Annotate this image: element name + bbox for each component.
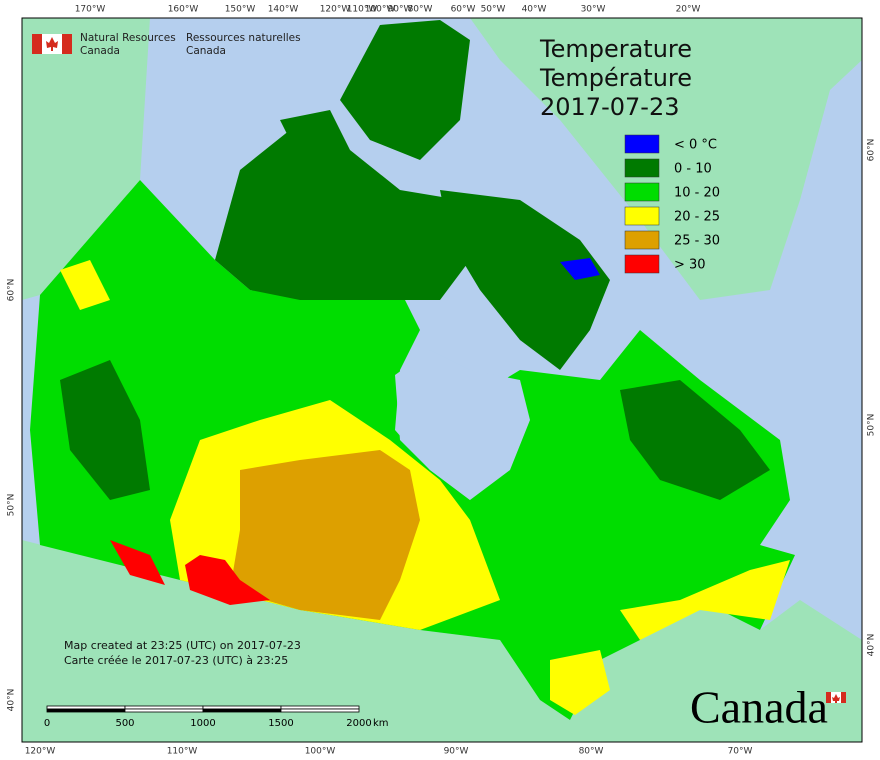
- lon-label: 110°W: [347, 5, 378, 15]
- lon-label: 50°W: [481, 5, 506, 15]
- lat-label: 40°N: [867, 634, 877, 657]
- lat-label: 50°N: [867, 414, 877, 437]
- canada: [30, 20, 795, 720]
- legend-swatch: [624, 206, 660, 226]
- title-en: Temperature: [539, 35, 692, 63]
- lon-label: 80°W: [579, 747, 604, 757]
- scale-segment: [202, 708, 282, 713]
- legend-label: 0 - 10: [674, 162, 712, 177]
- scale-segment: [280, 708, 360, 713]
- legend-swatch: [624, 134, 660, 154]
- agency-en: Natural Resources: [80, 32, 176, 44]
- lon-label: 100°W: [365, 5, 396, 15]
- lon-label: 120°W: [320, 5, 351, 15]
- lon-label: 90°W: [444, 747, 469, 757]
- lon-label: 20°W: [676, 5, 701, 15]
- wordmark-flag: [826, 692, 846, 703]
- flag: [32, 34, 72, 54]
- scale-bar: 0 500 1000 1500 2000 km: [44, 705, 389, 729]
- legend-label: 10 - 20: [674, 186, 720, 201]
- lat-label: 50°N: [7, 494, 17, 517]
- legend-label: 25 - 30: [674, 234, 720, 249]
- title-date: 2017-07-23: [540, 93, 679, 121]
- legend-swatch: [624, 158, 660, 178]
- title-fr: Température: [539, 64, 692, 92]
- legend-label: > 30: [674, 258, 706, 273]
- scale-label: 0: [44, 718, 50, 729]
- lon-label: 150°W: [225, 5, 256, 15]
- agency-fr: Canada: [186, 45, 226, 57]
- lon-label: 30°W: [581, 5, 606, 15]
- scale-segment: [280, 705, 360, 710]
- lon-label: 90°W: [388, 5, 413, 15]
- scale-label: 1500: [268, 718, 293, 729]
- scale-unit: km: [373, 718, 389, 729]
- wordmark: Canada: [690, 682, 828, 733]
- scale-segment: [46, 705, 126, 710]
- agency-fr: Ressources naturelles: [186, 32, 301, 44]
- legend-swatch: [624, 230, 660, 250]
- lat-label: 60°N: [867, 139, 877, 162]
- legend-label: < 0 °C: [674, 138, 717, 153]
- lon-label: 60°W: [451, 5, 476, 15]
- note: Carte créée le 2017-07-23 (UTC) à 23:25: [64, 654, 288, 667]
- scale-segment: [124, 708, 204, 713]
- scale-segment: [124, 705, 204, 710]
- lon-label: 160°W: [168, 5, 199, 15]
- legend-swatch: [624, 182, 660, 202]
- lat-label: 60°N: [7, 279, 17, 302]
- legend: < 0 °C 0 - 10 10 - 20 20 - 25 25 - 30 > 30: [624, 134, 720, 274]
- frame: [21, 17, 863, 743]
- lon-label: 70°W: [728, 747, 753, 757]
- lon-label: 40°W: [522, 5, 547, 15]
- note: Map created at 23:25 (UTC) on 2017-07-23: [64, 639, 301, 652]
- scale-label: 500: [115, 718, 134, 729]
- graticule-labels: 170°W 160°W 150°W 140°W 120°W 110°W 100°…: [7, 5, 877, 757]
- lat-label: 40°N: [7, 689, 17, 712]
- scale-segment: [202, 705, 282, 710]
- lon-label: 170°W: [75, 5, 106, 15]
- lon-label: 110°W: [167, 747, 198, 757]
- land-other: [22, 18, 862, 742]
- lon-label: 140°W: [268, 5, 299, 15]
- scale-label: 2000: [346, 718, 371, 729]
- lon-label: 120°W: [25, 747, 56, 757]
- lon-label: 100°W: [305, 747, 336, 757]
- lon-label: 80°W: [408, 5, 433, 15]
- legend-label: 20 - 25: [674, 210, 720, 225]
- legend-swatch: [624, 254, 660, 274]
- scale-label: 1000: [190, 718, 215, 729]
- scale-segment: [46, 708, 126, 713]
- agency-en: Canada: [80, 45, 120, 57]
